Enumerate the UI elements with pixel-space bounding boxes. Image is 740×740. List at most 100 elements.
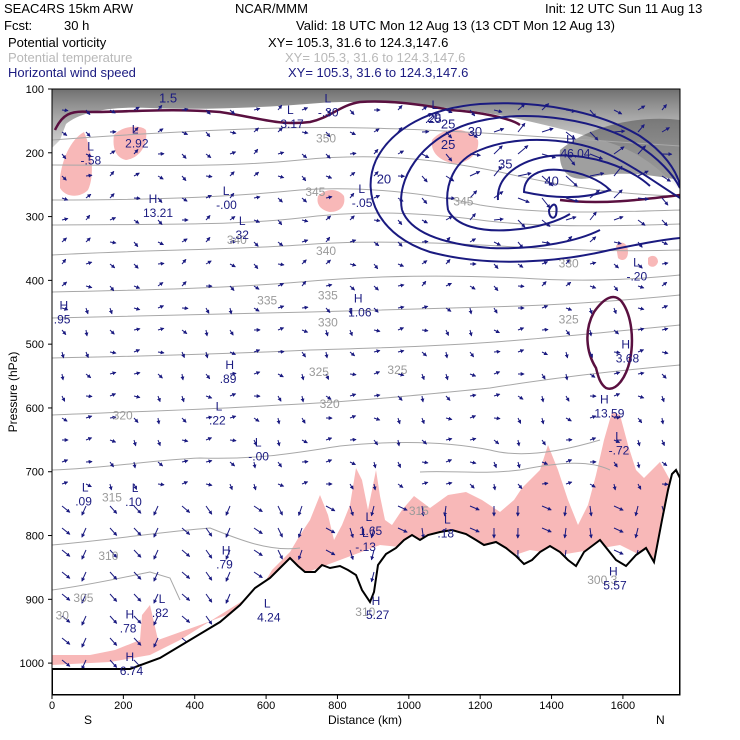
wind-vector bbox=[61, 527, 71, 535]
wind-speed-label: 20 bbox=[377, 171, 391, 186]
wind-vector bbox=[421, 439, 427, 445]
wind-vector bbox=[325, 131, 331, 138]
extremum-type: L bbox=[223, 184, 230, 198]
wind-vector bbox=[325, 153, 331, 159]
wind-vector bbox=[157, 219, 163, 225]
wind-vector bbox=[373, 307, 379, 313]
wind-vector bbox=[661, 305, 669, 309]
wind-vector bbox=[564, 373, 569, 381]
wind-vector bbox=[277, 461, 282, 468]
wind-vector bbox=[229, 351, 237, 355]
extremum-value: 3.68 bbox=[616, 352, 640, 366]
wind-vector bbox=[469, 437, 477, 442]
isentrope-label: 310 bbox=[98, 549, 118, 563]
wind-vector bbox=[205, 131, 211, 138]
isentrope-label: 310 bbox=[355, 605, 375, 619]
wind-vector bbox=[589, 437, 597, 441]
wind-vector bbox=[637, 349, 645, 353]
pv-fill-region bbox=[60, 132, 92, 196]
wind-vector bbox=[205, 415, 213, 420]
wind-vector bbox=[565, 175, 578, 187]
isentrope-label: 300.3 bbox=[587, 573, 617, 587]
wind-vector bbox=[253, 571, 263, 579]
wind-vector bbox=[61, 281, 68, 287]
wind-vector bbox=[229, 192, 235, 199]
wind-vector bbox=[253, 285, 260, 290]
wind-vector bbox=[373, 148, 379, 155]
field-xy-wind: XY= 105.3, 31.6 to 124.3,147.6 bbox=[288, 65, 468, 80]
wind-vector bbox=[445, 109, 453, 114]
y-axis-label: Pressure (hPa) bbox=[6, 352, 20, 433]
y-tick-label: 200 bbox=[26, 148, 44, 160]
wind-vector bbox=[301, 153, 308, 159]
wind-vector bbox=[157, 241, 164, 246]
wind-vector bbox=[133, 593, 142, 602]
wind-vector bbox=[613, 527, 624, 533]
wind-vector bbox=[109, 415, 117, 420]
wind-vector bbox=[397, 263, 405, 267]
wind-vector bbox=[181, 549, 191, 557]
wind-vector bbox=[229, 263, 236, 268]
wind-vector bbox=[157, 439, 161, 447]
wind-vector bbox=[373, 393, 381, 398]
x-tick-label: 0 bbox=[49, 700, 55, 712]
x-tick-label: 600 bbox=[257, 700, 275, 712]
wind-vector bbox=[661, 350, 669, 355]
wind-vector bbox=[613, 189, 623, 199]
wind-vector bbox=[517, 263, 524, 268]
wind-vector bbox=[469, 131, 478, 139]
wind-vector bbox=[493, 416, 501, 421]
wind-vector bbox=[277, 305, 285, 310]
wind-contour-line bbox=[446, 138, 680, 211]
wind-vector bbox=[229, 285, 235, 291]
wind-vector bbox=[157, 373, 163, 379]
wind-vector bbox=[469, 460, 477, 465]
y-tick-label: 600 bbox=[26, 403, 44, 415]
extremum-value: -.13 bbox=[355, 540, 376, 554]
extremum-type: L bbox=[239, 214, 246, 228]
wind-vector bbox=[61, 637, 71, 645]
wind-vector bbox=[445, 175, 455, 182]
extremum-type: L bbox=[255, 435, 262, 449]
terrain-line bbox=[52, 468, 680, 695]
wind-vector bbox=[277, 549, 283, 560]
wind-vector bbox=[541, 219, 551, 227]
wind-vector bbox=[181, 197, 188, 202]
wind-vector bbox=[157, 395, 161, 403]
wind-vector bbox=[541, 373, 546, 380]
wind-vector bbox=[252, 461, 257, 469]
wind-vector bbox=[420, 395, 425, 403]
wind-vector bbox=[421, 305, 429, 310]
wind-vector bbox=[157, 461, 164, 467]
wind-vector bbox=[397, 126, 403, 133]
wind-vector bbox=[324, 329, 329, 337]
wind-vector bbox=[370, 549, 375, 561]
wind-vector bbox=[277, 104, 283, 111]
wind-vector bbox=[81, 659, 87, 670]
wind-vector bbox=[373, 128, 380, 133]
extremum-value: 2.92 bbox=[125, 137, 149, 151]
isentrope-line bbox=[52, 212, 680, 227]
wind-vector bbox=[421, 481, 429, 486]
extremum-value: .10 bbox=[125, 495, 142, 509]
wind-vector bbox=[109, 193, 115, 199]
wind-vector bbox=[517, 171, 532, 177]
wind-vector bbox=[588, 329, 593, 337]
y-tick-label: 300 bbox=[26, 212, 44, 224]
wind-vector bbox=[253, 171, 260, 177]
wind-vector bbox=[301, 351, 306, 358]
wind-vector bbox=[613, 165, 623, 177]
wind-vector bbox=[109, 439, 117, 443]
wind-vector bbox=[397, 197, 404, 202]
wind-vector bbox=[229, 329, 234, 336]
wind-vector bbox=[661, 373, 667, 379]
wind-vector bbox=[637, 284, 645, 289]
wind-vector bbox=[613, 129, 626, 134]
wind-vector bbox=[493, 241, 501, 246]
wind-vector bbox=[613, 371, 621, 376]
wind-vector bbox=[229, 239, 237, 244]
wind-speed-label: 1.5 bbox=[159, 90, 177, 105]
wind-vector bbox=[541, 481, 549, 486]
wind-vector bbox=[301, 130, 309, 135]
init-time: Init: 12 UTC Sun 11 Aug 13 bbox=[545, 1, 702, 16]
